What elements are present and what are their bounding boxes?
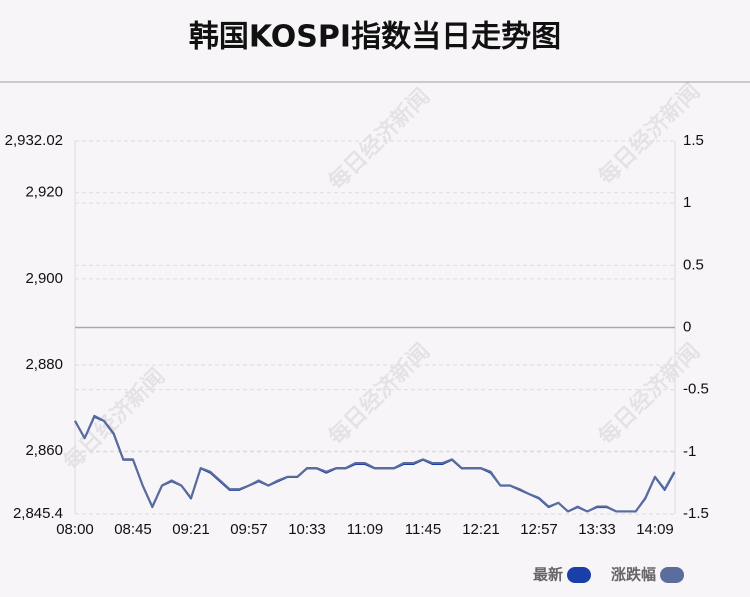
y2-tick-label: -1: [683, 443, 696, 460]
legend-label: 涨跌幅: [611, 566, 656, 584]
x-tick-label: 08:45: [114, 521, 152, 538]
x-tick-label: 11:09: [347, 521, 383, 538]
y-tick-label: 2,880: [25, 356, 63, 373]
y-tick-label: 2,900: [25, 270, 63, 287]
x-tick-label: 12:21: [462, 521, 500, 538]
x-tick-label: 13:33: [578, 521, 616, 538]
legend-swatch: [567, 567, 592, 583]
y2-tick-label: 0: [683, 318, 691, 335]
y-tick-label: 2,920: [25, 184, 63, 201]
line-series: [74, 415, 676, 513]
watermark: 每日经济新闻: [323, 83, 435, 195]
y2-tick-label: 1: [683, 194, 691, 211]
y-tick-label: 2,932.02: [5, 132, 63, 149]
y-tick-label: 2,845.4: [13, 505, 63, 522]
watermark: 每日经济新闻: [323, 338, 435, 450]
x-tick-label: 08:00: [56, 521, 94, 538]
y2-tick-label: -0.5: [683, 381, 709, 398]
x-tick-label: 09:21: [172, 521, 210, 538]
legend-swatch: [660, 567, 685, 583]
x-tick-label: 12:57: [520, 521, 558, 538]
y2-tick-label: 1.5: [683, 132, 704, 149]
y-tick-label: 2,860: [25, 442, 63, 459]
line-series: [74, 414, 676, 513]
y2-tick-label: 0.5: [683, 256, 704, 273]
x-tick-label: 11:45: [405, 521, 441, 538]
chart-title: 韩国KOSPI指数当日走势图: [189, 20, 561, 55]
x-tick-label: 14:09: [636, 521, 674, 538]
x-tick-label: 09:57: [230, 521, 268, 538]
x-tick-label: 10:33: [288, 521, 326, 538]
legend-label: 最新: [533, 566, 563, 584]
y2-tick-label: -1.5: [683, 505, 709, 522]
